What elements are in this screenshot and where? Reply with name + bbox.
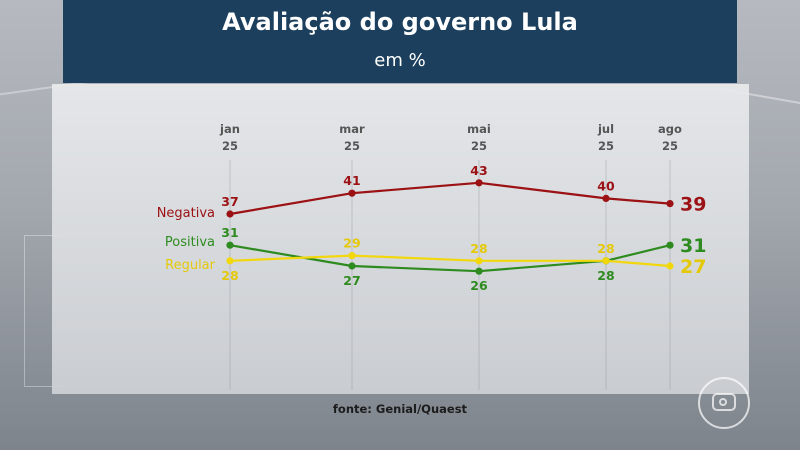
series-legend: Negativa Positiva Regular (157, 206, 216, 273)
point-regular-jul (602, 257, 610, 265)
data-label-positiva-ago: 31 (680, 235, 706, 257)
chart-subtitle: em % (374, 50, 426, 71)
data-label-negativa-mar: 41 (343, 173, 360, 188)
chart-title: Avaliação do governo Lula (222, 8, 578, 36)
data-label-negativa-jul: 40 (597, 178, 615, 193)
x-tick-month-mar: mar (339, 122, 365, 136)
x-tick-year-mai: 25 (471, 139, 487, 153)
x-tick-month-ago: ago (658, 122, 682, 136)
x-tick-year-mar: 25 (344, 139, 360, 153)
series-points (226, 179, 674, 275)
gridlines (229, 160, 671, 390)
chart-panel (52, 84, 749, 394)
data-label-positiva-jul: 28 (597, 268, 614, 283)
point-negativa-mai (475, 179, 483, 187)
x-tick-year-jul: 25 (598, 139, 614, 153)
title-banner: Avaliação do governo Lula em % (63, 0, 737, 83)
point-regular-mai (475, 257, 483, 265)
point-positiva-jan (226, 241, 234, 249)
point-negativa-mar (348, 189, 356, 197)
point-positiva-mar (348, 262, 356, 270)
data-label-negativa-jan: 37 (221, 194, 238, 209)
data-label-regular-mai: 28 (470, 241, 487, 256)
data-label-regular-ago: 27 (680, 256, 706, 278)
point-regular-ago (666, 262, 674, 270)
x-tick-month-jul: jul (597, 122, 614, 136)
data-label-regular-jan: 28 (221, 268, 238, 283)
legend-negativa: Negativa (157, 206, 215, 221)
x-tick-year-jan: 25 (222, 139, 238, 153)
tv-logo-screen (712, 393, 736, 411)
x-axis-labels: jan 25 mar 25 mai 25 jul 25 ago 25 (219, 122, 682, 153)
legend-regular: Regular (165, 258, 216, 273)
data-label-regular-jul: 28 (597, 241, 614, 256)
source-note: fonte: Genial/Quaest (332, 402, 468, 416)
legend-positiva: Positiva (165, 235, 215, 250)
data-label-positiva-mar: 27 (343, 273, 360, 288)
x-tick-year-ago: 25 (662, 139, 678, 153)
point-regular-jan (226, 257, 234, 265)
x-tick-month-mai: mai (467, 122, 491, 136)
data-label-regular-mar: 29 (343, 236, 360, 251)
x-tick-month-jan: jan (219, 122, 240, 136)
point-positiva-ago (666, 241, 674, 249)
point-positiva-mai (475, 267, 483, 275)
point-regular-mar (348, 252, 356, 260)
data-label-negativa-mai: 43 (470, 163, 487, 178)
data-label-positiva-mai: 26 (470, 278, 488, 293)
background-frame-left (24, 235, 65, 387)
point-negativa-jan (226, 210, 234, 218)
tv-logo-dot (719, 398, 727, 406)
point-negativa-ago (666, 200, 674, 208)
tv-logo-icon (698, 377, 750, 429)
point-negativa-jul (602, 194, 610, 202)
data-label-negativa-ago: 39 (680, 194, 706, 216)
data-label-positiva-jan: 31 (221, 225, 238, 240)
